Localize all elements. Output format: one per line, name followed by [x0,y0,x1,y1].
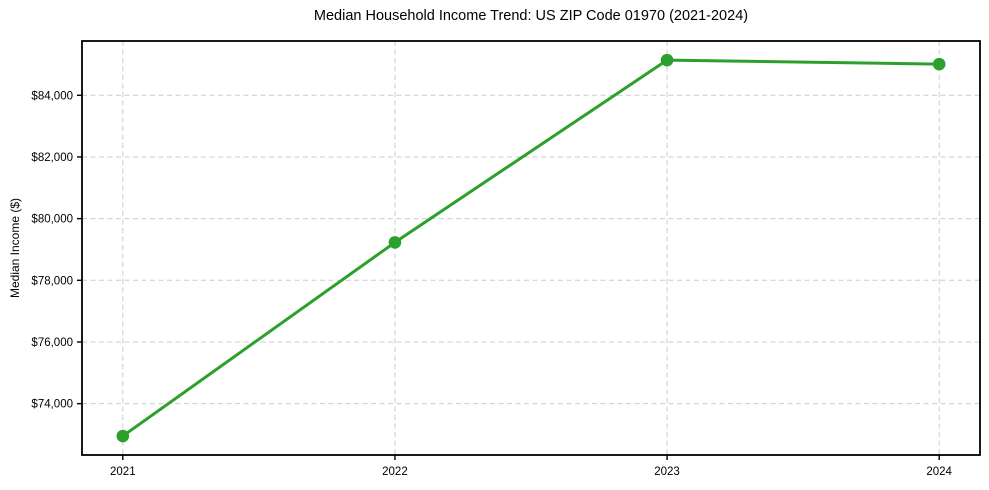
y-tick-label: $82,000 [31,152,73,164]
x-tick-label: 2023 [654,466,680,478]
y-tick-label: $78,000 [31,275,73,287]
x-tick-label: 2022 [382,466,408,478]
chart-title: Median Household Income Trend: US ZIP Co… [313,8,749,24]
y-tick-label: $74,000 [31,399,73,411]
x-tick-label: 2021 [110,466,136,478]
trend-line [121,58,941,438]
y-tick-label: $76,000 [31,337,73,349]
plot-border [81,40,981,456]
data-point [116,429,130,443]
x-tick-label: 2024 [926,466,952,478]
data-point [660,53,674,67]
y-tick-label: $84,000 [31,90,73,102]
y-tick-label: $80,000 [31,214,73,226]
data-point [388,236,402,249]
data-point [932,57,946,71]
